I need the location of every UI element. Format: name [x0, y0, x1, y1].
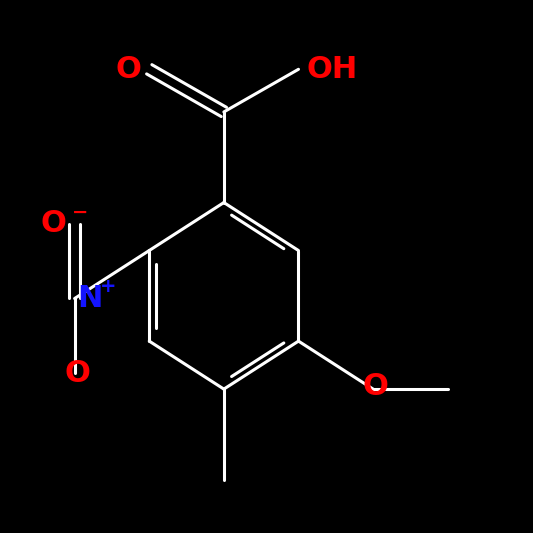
Text: O: O — [115, 55, 141, 84]
Text: OH: OH — [306, 55, 358, 84]
Text: O: O — [363, 372, 389, 401]
Text: −: − — [72, 203, 88, 222]
Text: O: O — [64, 359, 90, 387]
Text: +: + — [100, 277, 117, 296]
Text: N: N — [77, 284, 103, 313]
Text: O: O — [41, 209, 67, 238]
